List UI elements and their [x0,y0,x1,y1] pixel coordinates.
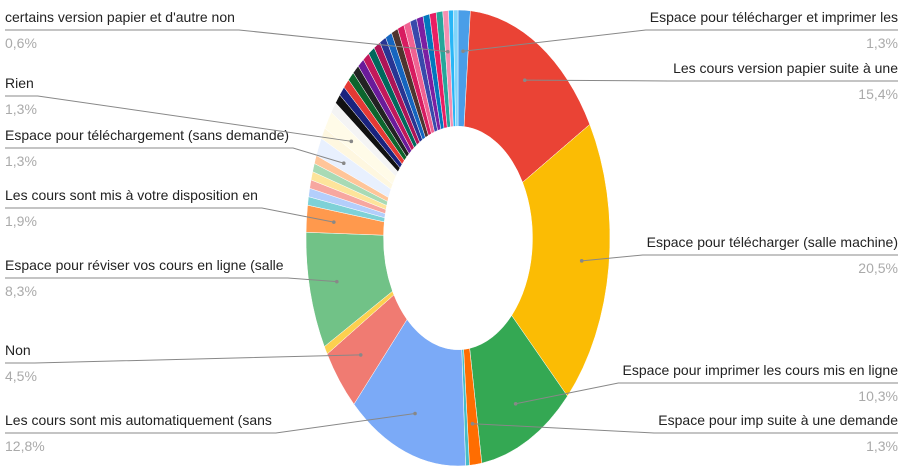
slice-percent: 1,9% [5,213,37,229]
leader-dot [413,411,417,416]
leader-dot [522,78,527,82]
leader-dot [341,161,346,166]
leader-line [5,147,344,164]
leader-line [581,254,898,262]
leader-dot [358,353,363,357]
leader-line [463,29,898,52]
leader-dot [349,139,354,144]
slice-label: certains version papier et d'autre non [5,9,235,25]
leader-line [5,277,337,283]
slice-label: Espace pour imp suite à une demande [658,412,898,428]
leader-dot [335,279,339,284]
slice-percent: 8,3% [5,283,37,299]
slice [452,9,459,127]
slice-percent: 12,8% [5,438,45,454]
leader-line [5,95,352,142]
slice-label: Rien [5,75,34,91]
slice-percent: 4,5% [5,368,37,384]
leader-dot [513,401,518,406]
slice-percent: 10,3% [858,388,898,404]
slice-percent: 1,3% [866,35,898,51]
slice [511,123,611,397]
slice-label: Les cours sont mis automatiquement (sans [5,412,272,428]
leader-line [5,207,334,223]
leader-dot [579,259,584,263]
leader-line [472,423,898,434]
slice-label: Espace pour télécharger et imprimer les [650,9,898,25]
slice-percent: 0,6% [5,35,37,51]
slice-label: Espace pour téléchargement (sans demande… [5,127,289,143]
leader-line [524,79,898,82]
leader-line [5,29,448,53]
leader-dot [461,49,465,53]
slice-percent: 20,5% [858,260,898,276]
slice-percent: 1,3% [5,153,37,169]
leader-line [515,382,898,405]
slice-label: Espace pour télécharger (salle machine) [647,234,898,250]
slice-label: Les cours sont mis à votre disposition e… [5,187,258,203]
leader-dot [446,49,450,54]
slice-percent: 1,3% [5,101,37,117]
slice-label: Les cours version papier suite à une [673,60,898,76]
leader-dot [332,220,336,224]
leader-line [5,413,416,434]
slice-percent: 15,4% [858,86,898,102]
slice-label: Non [5,342,31,358]
leader-dot [470,421,475,426]
slice-label: Espace pour réviser vos cours en ligne (… [5,257,284,273]
slice-label: Espace pour imprimer les cours mis en li… [623,362,899,378]
leader-line [5,354,361,364]
slice-percent: 1,3% [866,438,898,454]
slice [463,10,591,183]
